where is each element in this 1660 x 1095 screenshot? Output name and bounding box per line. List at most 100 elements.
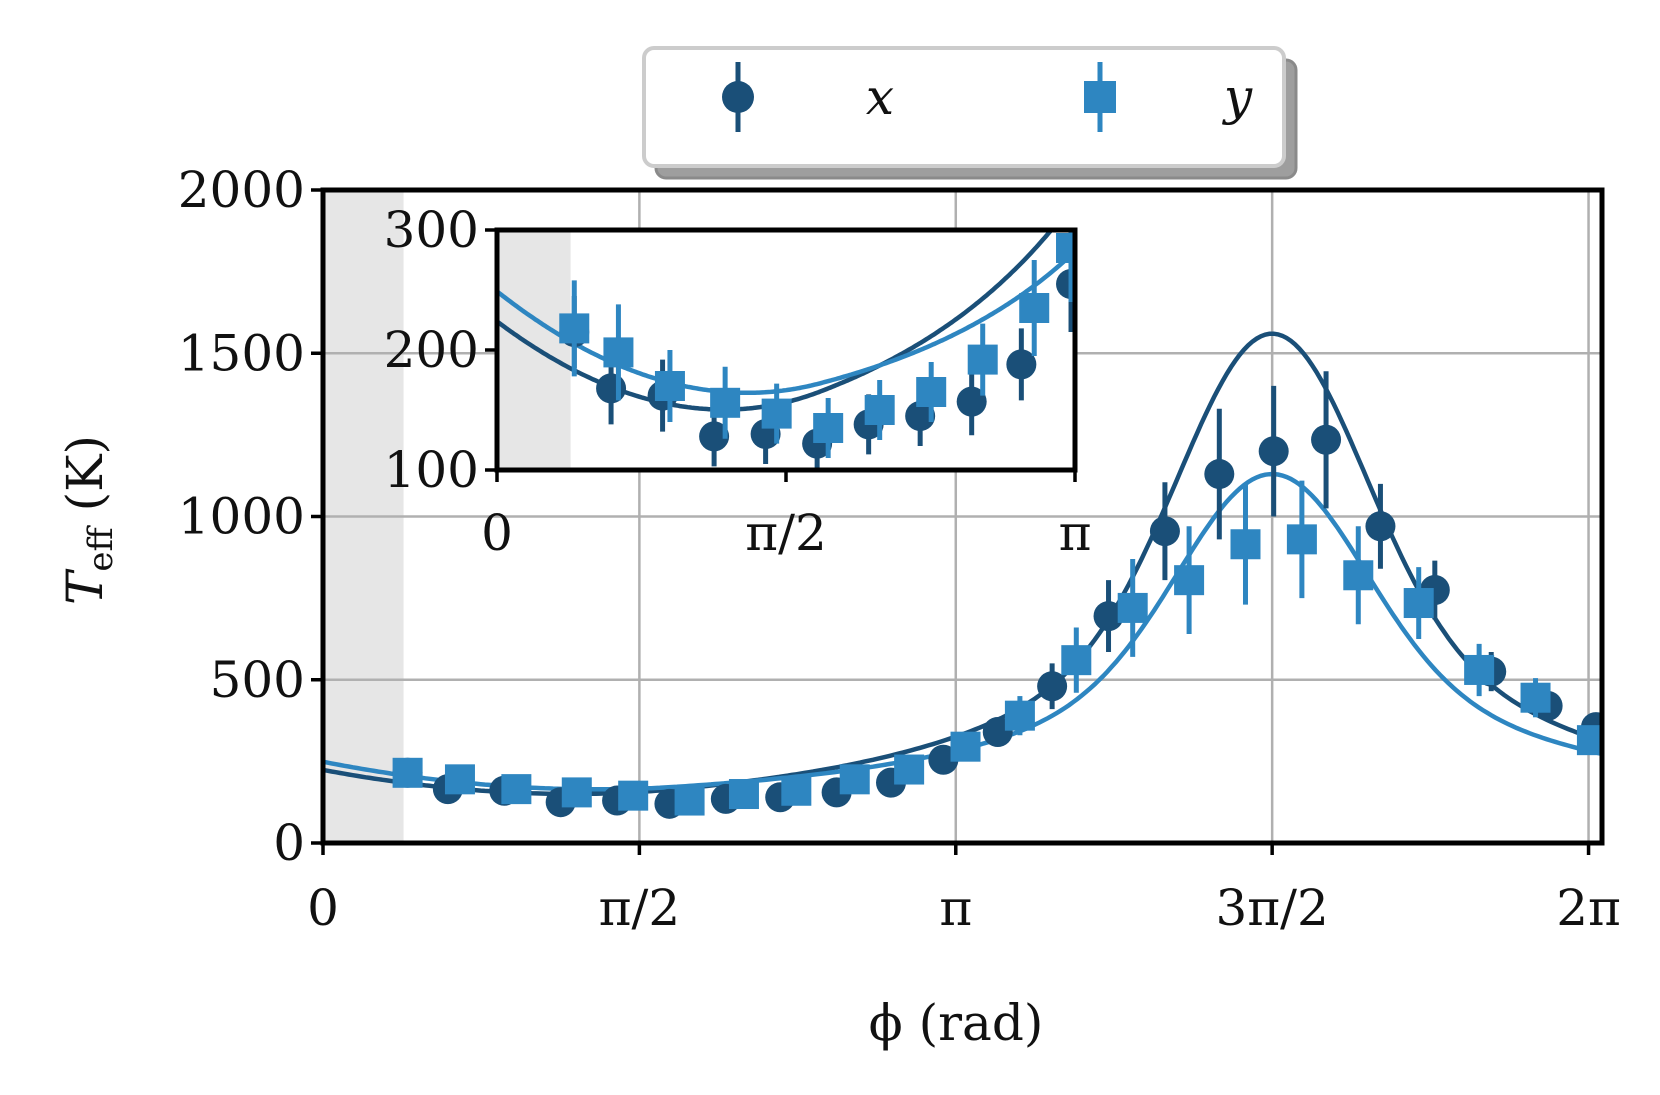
main-marker-x xyxy=(1037,671,1068,702)
inset-x-tick-label: 0 xyxy=(481,504,513,562)
main-marker-y xyxy=(1061,645,1092,676)
main-marker-y xyxy=(501,774,532,805)
main-marker-y xyxy=(561,777,592,808)
main-y-tick-label: 500 xyxy=(210,651,305,709)
main-point-y xyxy=(728,779,759,810)
inset-point-y xyxy=(967,323,998,396)
legend-label-x: x xyxy=(866,68,894,126)
main-series-y xyxy=(392,480,1602,816)
main-point-y xyxy=(1117,558,1148,657)
main-marker-y xyxy=(894,754,925,785)
y-axis-label-sub: eff xyxy=(81,524,121,571)
inset-fit-y xyxy=(497,249,1075,396)
main-marker-y xyxy=(1174,565,1205,596)
legend-frame xyxy=(642,46,1286,168)
inset-marker-x xyxy=(699,421,730,452)
main-point-y xyxy=(1061,627,1092,693)
inset-series-y xyxy=(559,230,1075,458)
main-point-y xyxy=(839,764,870,795)
x-axis-label: ϕ (rad) xyxy=(869,994,1044,1052)
inset-point-x xyxy=(956,368,987,436)
main-point-y xyxy=(781,775,812,806)
main-marker-x xyxy=(1149,516,1180,547)
inset-content xyxy=(497,230,1075,470)
main-point-y xyxy=(501,774,532,805)
main-point-x xyxy=(1365,483,1396,569)
main-point-y xyxy=(1286,480,1317,599)
main-marker-y xyxy=(1403,588,1434,619)
main-marker-y xyxy=(674,785,705,816)
main-x-tick-label: π/2 xyxy=(599,879,681,937)
legend-marker-x xyxy=(722,81,754,113)
main-point-y xyxy=(674,785,705,816)
inset-point-y xyxy=(654,350,685,422)
main-point-y xyxy=(1343,526,1374,625)
main-marker-y xyxy=(839,764,870,795)
inset-shaded-region xyxy=(497,230,571,470)
inset-marker-y xyxy=(1019,293,1050,323)
main-point-y xyxy=(950,731,981,762)
main-point-x xyxy=(1149,482,1180,581)
main-marker-y xyxy=(950,731,981,762)
main-point-y xyxy=(1403,567,1434,639)
inset-marker-y xyxy=(559,313,590,344)
main-marker-x xyxy=(1311,424,1342,455)
inset-marker-x xyxy=(1006,349,1037,380)
inset-marker-x xyxy=(596,373,627,404)
inset-point-x xyxy=(1006,328,1037,401)
main-point-y xyxy=(444,764,475,795)
inset-point-y xyxy=(761,383,792,444)
main-marker-y xyxy=(444,764,475,795)
inset-x-tick-label: π xyxy=(1059,504,1092,562)
main-marker-y xyxy=(618,780,649,811)
inset-marker-y xyxy=(1056,233,1075,263)
inset-point-y xyxy=(916,362,947,422)
main-point-y xyxy=(1004,696,1035,736)
main-marker-x xyxy=(1258,436,1289,467)
main-point-y xyxy=(618,780,649,811)
main-y-tick-label: 1500 xyxy=(178,324,305,382)
main-marker-y xyxy=(1117,592,1148,623)
main-content xyxy=(323,331,1602,819)
inset-plot: 0 π/2 π 100 200 300 xyxy=(384,201,1092,562)
inset-marker-x xyxy=(905,401,936,431)
inset-marker-x xyxy=(956,386,987,417)
main-point-x xyxy=(1311,371,1342,509)
main-x-tick-label: 3π/2 xyxy=(1215,879,1328,937)
inset-marker-y xyxy=(967,344,998,375)
main-point-y xyxy=(1520,678,1551,718)
legend-entry-x: x xyxy=(722,62,894,132)
inset-point-y xyxy=(603,304,634,401)
main-marker-y xyxy=(1230,529,1261,560)
main-y-tick-label: 0 xyxy=(273,814,305,872)
legend-marker-y xyxy=(1084,81,1116,113)
main-marker-y xyxy=(1343,560,1374,591)
main-marker-y xyxy=(392,757,423,788)
main-marker-y xyxy=(1464,654,1495,685)
main-marker-y xyxy=(1004,700,1035,731)
inset-marker-y xyxy=(710,387,741,418)
main-point-y xyxy=(392,757,423,788)
inset-point-y xyxy=(1019,260,1050,356)
inset-x-tick-label: π/2 xyxy=(745,504,827,562)
inset-point-y xyxy=(864,380,895,440)
main-point-y xyxy=(1464,643,1495,697)
y-axis-label-main: T xyxy=(56,568,114,605)
y-axis-label-unit: (K) xyxy=(56,435,114,527)
main-point-y xyxy=(1576,725,1602,756)
main-point-x xyxy=(1204,408,1235,540)
main-marker-y xyxy=(1286,524,1317,555)
main-x-tick-label: 0 xyxy=(307,879,339,937)
inset-point-y xyxy=(1056,230,1075,302)
inset-marker-y xyxy=(761,398,792,429)
main-x-tick-label: π xyxy=(939,879,972,937)
main-marker-y xyxy=(781,775,812,806)
main-point-y xyxy=(561,777,592,808)
inset-marker-y xyxy=(603,337,634,368)
main-point-x xyxy=(1037,663,1068,710)
legend-entry-y: y xyxy=(1084,62,1253,132)
main-marker-y xyxy=(1576,725,1602,756)
main-marker-y xyxy=(728,779,759,810)
